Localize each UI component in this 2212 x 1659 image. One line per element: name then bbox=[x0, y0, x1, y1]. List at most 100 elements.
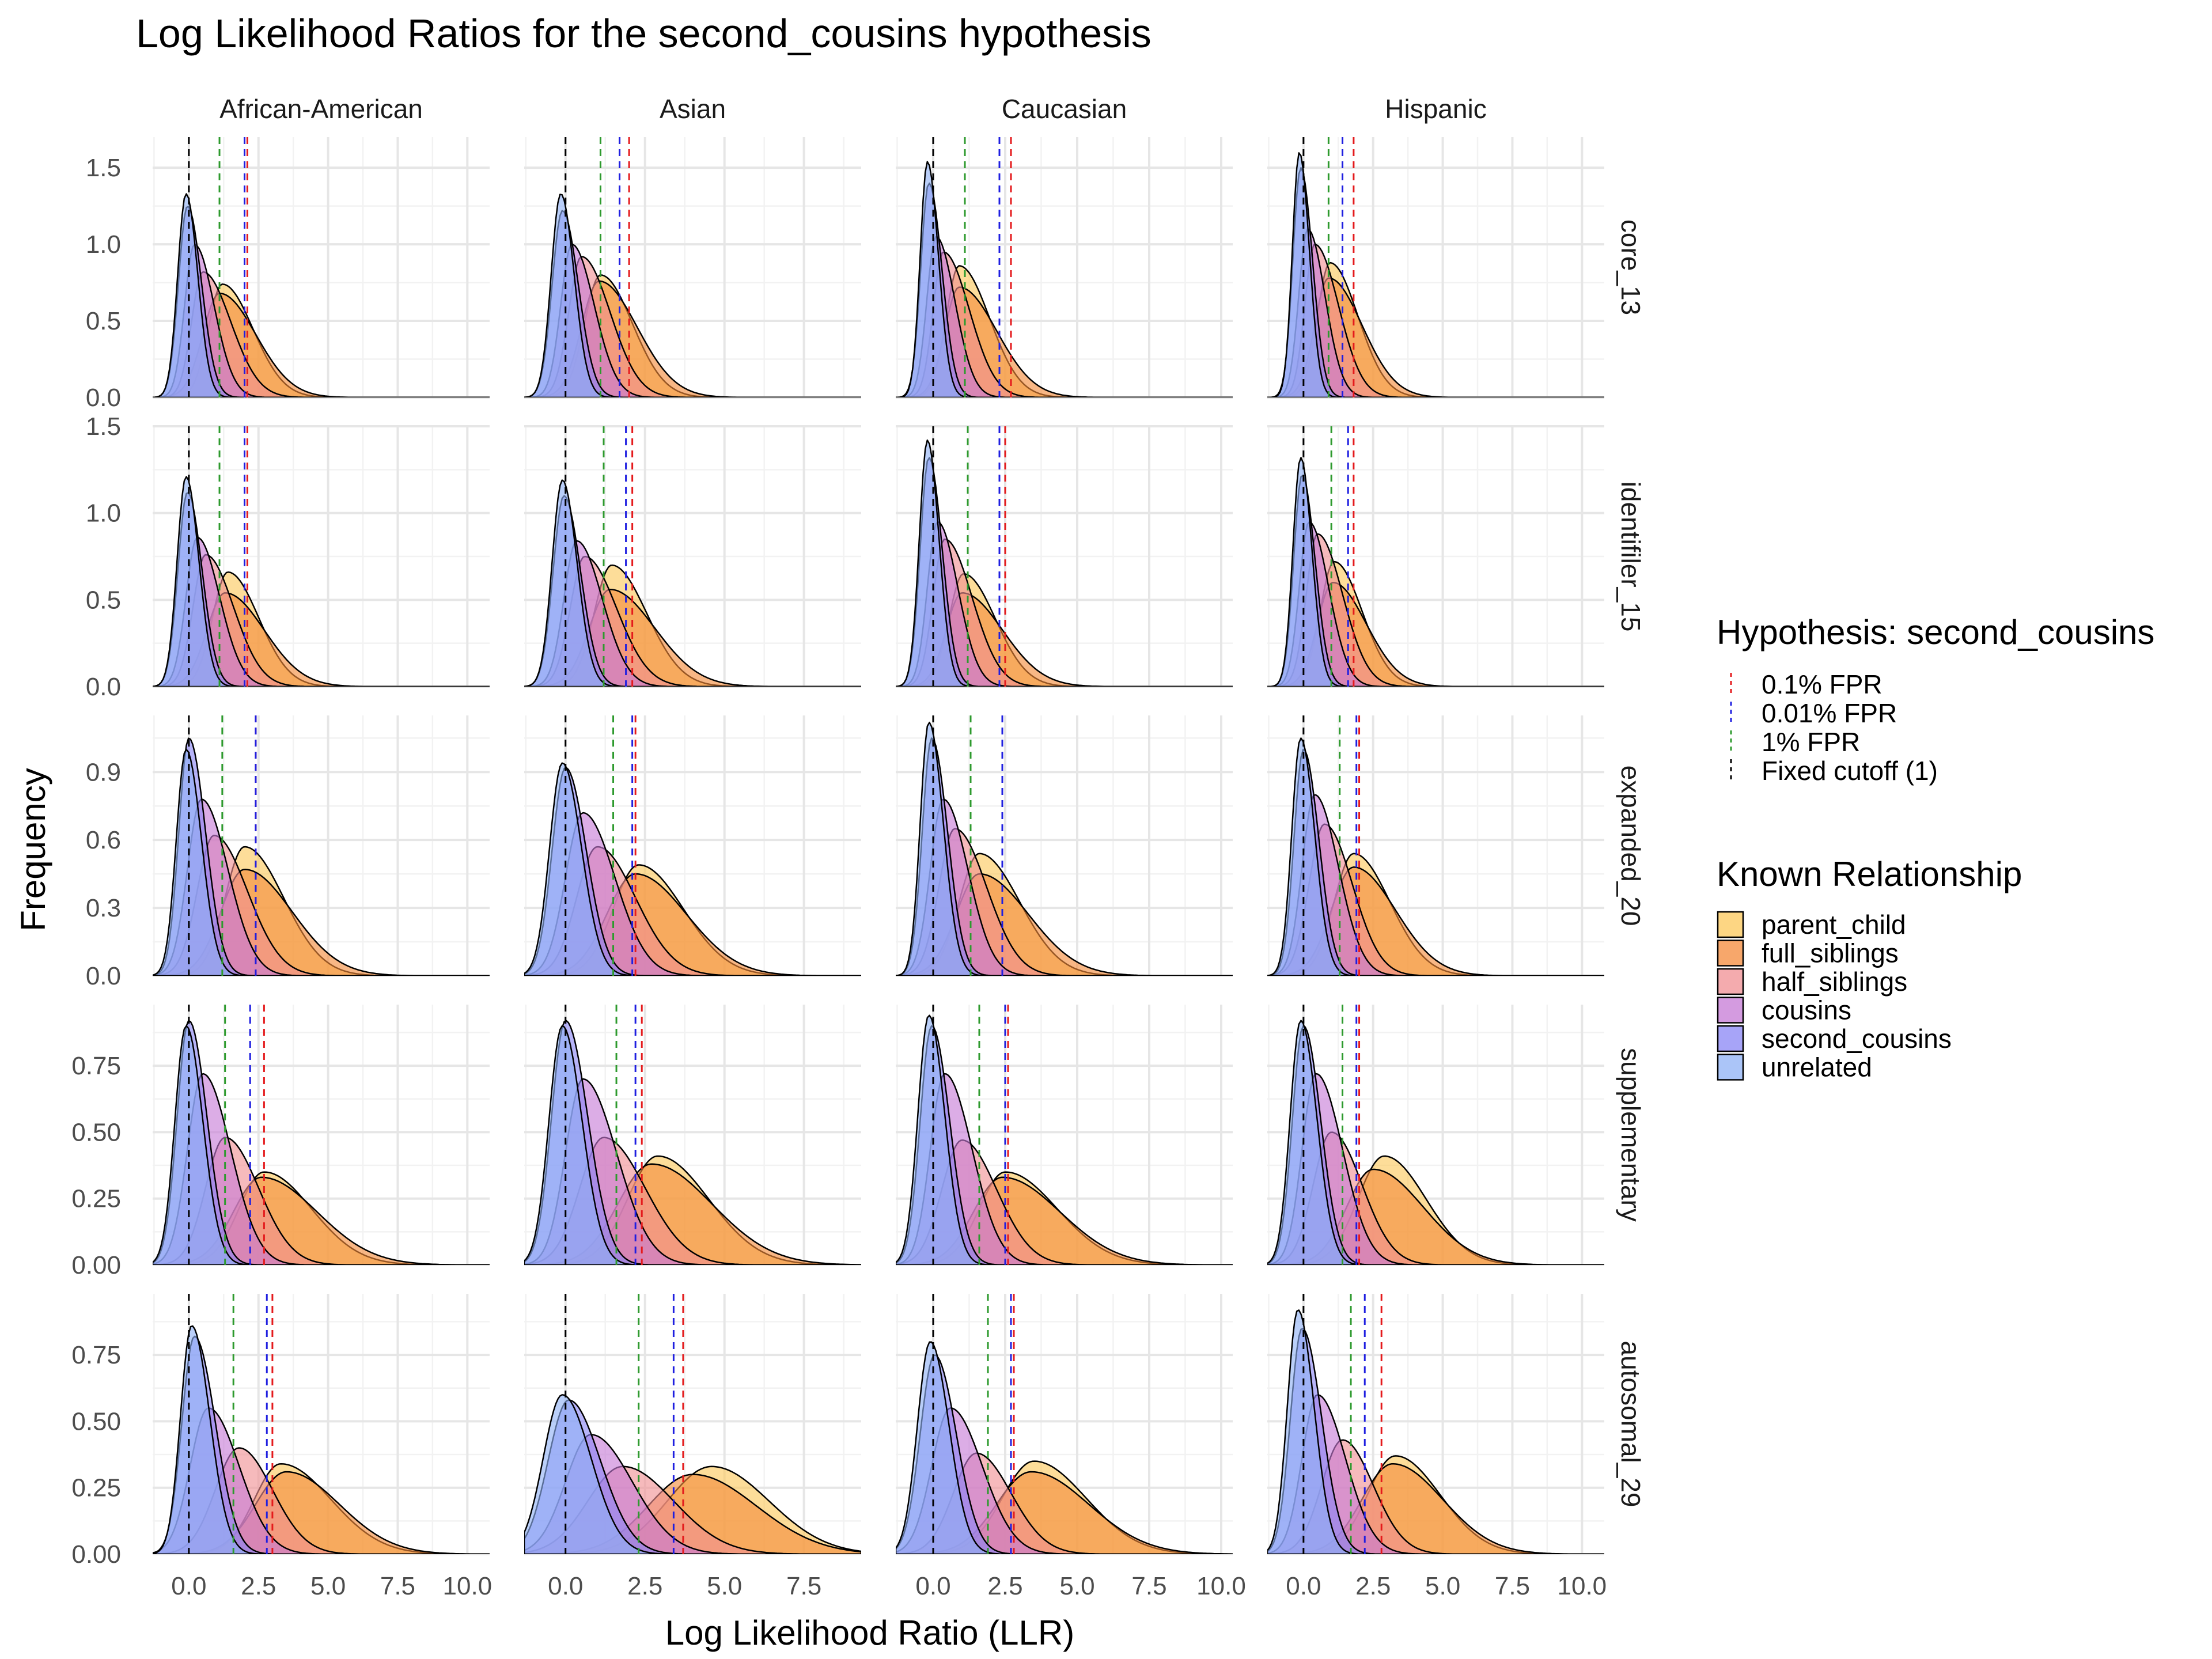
density-unrelated-identifiler-15-asian bbox=[524, 479, 861, 687]
y-tick-label-core-13-1: 0.5 bbox=[86, 307, 121, 335]
y-tick-label-identifiler-15-3: 1.5 bbox=[86, 412, 121, 441]
x-tick-label-african-american-2: 5.0 bbox=[310, 1572, 346, 1600]
density-group bbox=[524, 1020, 861, 1265]
strip-label-hispanic: Hispanic bbox=[1385, 94, 1486, 124]
legend-swatch-full-siblings bbox=[1717, 940, 1744, 967]
density-cousins-supplementary-african-american bbox=[153, 1073, 490, 1265]
panel-autosomal-29-hispanic bbox=[1267, 1294, 1604, 1555]
panel-autosomal-29-asian bbox=[524, 1294, 861, 1555]
legend-swatch-half-siblings bbox=[1717, 968, 1744, 995]
density-half-siblings-core-13-hispanic bbox=[1267, 244, 1604, 397]
x-tick-label-asian-3: 7.5 bbox=[786, 1572, 821, 1600]
x-tick-label-asian-1: 2.5 bbox=[627, 1572, 662, 1600]
density-group bbox=[896, 1341, 1233, 1554]
strip-label-caucasian: Caucasian bbox=[1002, 94, 1127, 124]
strip-label-supplementary: supplementary bbox=[1616, 1048, 1646, 1222]
x-tick-label-hispanic-3: 7.5 bbox=[1495, 1572, 1530, 1600]
x-tick-label-african-american-0: 0.0 bbox=[171, 1572, 206, 1600]
legend-relationship-title: Known Relationship bbox=[1717, 855, 2022, 893]
density-half-siblings-core-13-african-american bbox=[153, 271, 490, 397]
density-cousins-expanded-20-hispanic bbox=[1267, 794, 1604, 976]
strip-label-autosomal-29: autosomal_29 bbox=[1616, 1341, 1646, 1508]
panel-supplementary-asian bbox=[524, 1005, 861, 1266]
legend-swatch-unrelated bbox=[1717, 1054, 1744, 1081]
density-unrelated-autosomal-29-african-american bbox=[153, 1325, 490, 1554]
panel-core-13-hispanic bbox=[1267, 137, 1604, 399]
x-tick-label-african-american-1: 2.5 bbox=[241, 1572, 276, 1600]
y-tick-label-expanded-20-2: 0.6 bbox=[86, 826, 121, 854]
chart-title: Log Likelihood Ratios for the second_cou… bbox=[136, 11, 1152, 56]
legend-label-second-cousins: second_cousins bbox=[1762, 1024, 1952, 1054]
y-tick-label-core-13-0: 0.0 bbox=[86, 384, 121, 412]
panel-supplementary-caucasian bbox=[896, 1005, 1233, 1266]
x-tick-label-caucasian-1: 2.5 bbox=[987, 1572, 1022, 1600]
density-group bbox=[153, 1325, 490, 1554]
density-unrelated-core-13-asian bbox=[524, 194, 861, 397]
density-unrelated-identifiler-15-african-american bbox=[153, 476, 490, 687]
x-tick-label-hispanic-2: 5.0 bbox=[1425, 1572, 1460, 1600]
density-group bbox=[524, 1394, 861, 1554]
legend-label-0-1-fpr: 0.1% FPR bbox=[1762, 669, 1883, 699]
density-unrelated-autosomal-29-hispanic bbox=[1267, 1309, 1604, 1554]
density-unrelated-autosomal-29-asian bbox=[524, 1394, 861, 1554]
x-tick-label-caucasian-3: 7.5 bbox=[1131, 1572, 1166, 1600]
density-group bbox=[524, 194, 861, 397]
density-group bbox=[1267, 152, 1604, 397]
legend-swatch-cousins bbox=[1717, 997, 1744, 1024]
panel-expanded-20-hispanic bbox=[1267, 715, 1604, 977]
x-tick-label-hispanic-1: 2.5 bbox=[1355, 1572, 1391, 1600]
density-unrelated-expanded-20-african-american bbox=[153, 748, 490, 976]
legend-hypothesis-title: Hypothesis: second_cousins bbox=[1717, 613, 2154, 652]
y-tick-label-supplementary-3: 0.75 bbox=[71, 1052, 121, 1080]
panel-expanded-20-caucasian bbox=[896, 715, 1233, 977]
legend-label-parent-child: parent_child bbox=[1762, 910, 1906, 940]
panel-core-13-caucasian bbox=[896, 137, 1233, 399]
density-group bbox=[153, 476, 490, 687]
y-tick-label-supplementary-0: 0.00 bbox=[71, 1251, 121, 1279]
y-axis-title: Frequency bbox=[14, 768, 52, 931]
strip-label-identifiler-15: identifiler_15 bbox=[1616, 482, 1646, 632]
legend: Hypothesis: second_cousins 0.1% FPR0.01% … bbox=[1717, 613, 2154, 1082]
density-group bbox=[1267, 1309, 1604, 1554]
legend-label-unrelated: unrelated bbox=[1762, 1052, 1872, 1082]
panel-core-13-asian bbox=[524, 137, 861, 399]
panel-identifiler-15-african-american bbox=[153, 425, 490, 688]
density-group bbox=[1267, 737, 1604, 976]
y-tick-label-identifiler-15-2: 1.0 bbox=[86, 499, 121, 528]
panel-expanded-20-african-american bbox=[153, 715, 490, 977]
density-group bbox=[896, 1014, 1233, 1265]
x-tick-label-asian-0: 0.0 bbox=[548, 1572, 583, 1600]
y-tick-label-core-13-3: 1.5 bbox=[86, 154, 121, 182]
panel-supplementary-african-american bbox=[153, 1005, 490, 1266]
panel-autosomal-29-african-american bbox=[153, 1294, 490, 1555]
density-unrelated-expanded-20-hispanic bbox=[1267, 737, 1604, 976]
x-tick-label-african-american-3: 7.5 bbox=[380, 1572, 415, 1600]
density-unrelated-core-13-caucasian bbox=[896, 161, 1233, 397]
density-cousins-expanded-20-caucasian bbox=[896, 798, 1233, 976]
x-tick-label-caucasian-2: 5.0 bbox=[1059, 1572, 1094, 1600]
panel-identifiler-15-asian bbox=[524, 425, 861, 688]
x-tick-label-caucasian-0: 0.0 bbox=[915, 1572, 950, 1600]
y-tick-label-autosomal-29-0: 0.00 bbox=[71, 1540, 121, 1569]
facet-panels: African-American Asian Caucasian Hispanic co… bbox=[71, 94, 1646, 1600]
x-axis-title: Log Likelihood Ratio (LLR) bbox=[665, 1613, 1074, 1652]
density-unrelated-identifiler-15-caucasian bbox=[896, 439, 1233, 687]
density-cousins-expanded-20-african-american bbox=[153, 798, 490, 976]
y-tick-label-autosomal-29-1: 0.25 bbox=[71, 1474, 121, 1502]
y-tick-label-expanded-20-1: 0.3 bbox=[86, 894, 121, 922]
density-cousins-core-13-asian bbox=[524, 244, 861, 397]
legend-label-half-siblings: half_siblings bbox=[1762, 967, 1907, 997]
x-tick-label-african-american-4: 10.0 bbox=[443, 1572, 493, 1600]
strip-label-expanded-20: expanded_20 bbox=[1616, 766, 1646, 926]
density-half-siblings-identifiler-15-caucasian bbox=[896, 538, 1233, 687]
panel-core-13-african-american bbox=[153, 137, 490, 399]
x-tick-label-caucasian-4: 10.0 bbox=[1196, 1572, 1246, 1600]
legend-label-fixed-cutoff-1: Fixed cutoff (1) bbox=[1762, 756, 1938, 786]
density-group bbox=[524, 479, 861, 687]
y-tick-label-supplementary-1: 0.25 bbox=[71, 1185, 121, 1213]
density-unrelated-expanded-20-asian bbox=[524, 762, 861, 976]
density-unrelated-autosomal-29-caucasian bbox=[896, 1341, 1233, 1554]
density-unrelated-supplementary-asian bbox=[524, 1025, 861, 1265]
density-group bbox=[1267, 457, 1604, 687]
